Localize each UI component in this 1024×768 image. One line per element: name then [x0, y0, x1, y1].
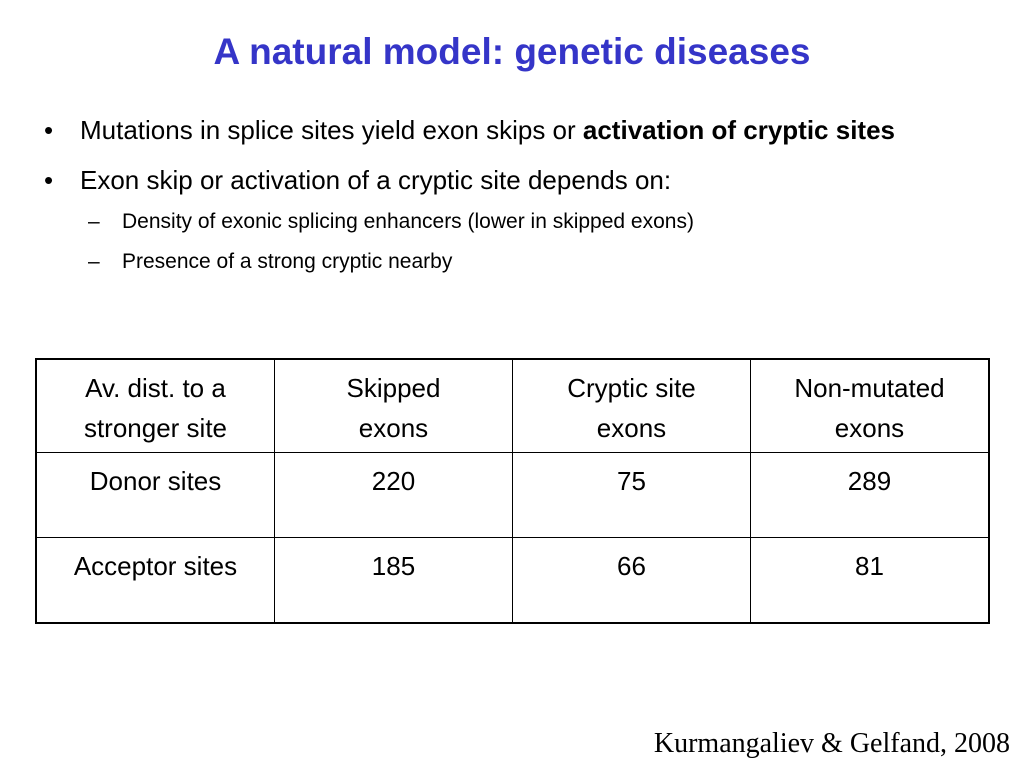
- slide-title: A natural model: genetic diseases: [213, 31, 811, 72]
- bullet-item-mutations: • Mutations in splice sites yield exon s…: [38, 110, 998, 150]
- header-cell: Non-mutated exons: [749, 358, 990, 453]
- bullet-marker: •: [44, 165, 54, 195]
- table-header-row: Av. dist. to a stronger site Skipped exo…: [35, 358, 990, 453]
- header-cell: Cryptic site exons: [511, 358, 751, 453]
- bullet-text: Exon skip or activation of a cryptic sit…: [80, 165, 672, 195]
- table-cell: 66: [511, 537, 751, 624]
- header-line: exons: [596, 413, 667, 443]
- table-cell: Acceptor sites: [35, 537, 275, 624]
- sub-bullet-item-presence: – Presence of a strong cryptic nearby: [82, 242, 998, 282]
- header-line: exons: [358, 413, 429, 443]
- bullet-item-exon-skip: • Exon skip or activation of a cryptic s…: [38, 160, 998, 200]
- table-cell: 81: [749, 537, 990, 624]
- bullet-text-bold: activation of cryptic sites: [582, 115, 895, 145]
- table-cell: 289: [749, 452, 990, 538]
- citation: Kurmangaliev & Gelfand, 2008: [653, 728, 1010, 759]
- dash-marker: –: [88, 250, 100, 273]
- table-row: Acceptor sites 185 66 81: [35, 537, 990, 624]
- sub-bullet-text: Density of exonic splicing enhancers (lo…: [122, 210, 694, 233]
- header-cell: Av. dist. to a stronger site: [35, 358, 275, 453]
- header-line: Non-mutated: [794, 373, 945, 403]
- table-row: Donor sites 220 75 289: [35, 452, 990, 538]
- bullet-list: • Mutations in splice sites yield exon s…: [38, 110, 998, 282]
- table-cell: 185: [274, 537, 513, 624]
- table-cell: 75: [511, 452, 751, 538]
- header-line: stronger site: [83, 413, 228, 443]
- table-cell: 220: [274, 452, 513, 538]
- header-line: exons: [834, 413, 905, 443]
- sub-bullet-item-density: – Density of exonic splicing enhancers (…: [82, 202, 998, 242]
- header-cell: Skipped exons: [274, 358, 513, 453]
- bullet-marker: •: [44, 115, 54, 145]
- header-line: Skipped: [346, 373, 441, 403]
- dash-marker: –: [88, 210, 100, 233]
- sub-bullet-text: Presence of a strong cryptic nearby: [122, 250, 453, 273]
- splice-site-table: Av. dist. to a stronger site Skipped exo…: [35, 358, 990, 624]
- header-line: Av. dist. to a: [85, 373, 226, 403]
- table-cell: Donor sites: [35, 452, 275, 538]
- header-line: Cryptic site: [567, 373, 696, 403]
- sub-bullet-list: – Density of exonic splicing enhancers (…: [38, 202, 998, 282]
- bullet-text: Mutations in splice sites yield exon ski…: [80, 115, 583, 145]
